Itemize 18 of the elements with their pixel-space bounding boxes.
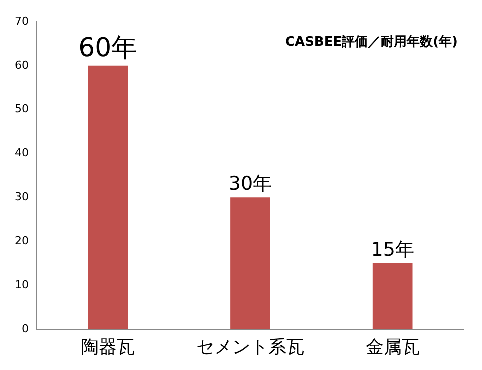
x-tick-label: 陶器瓦 [81,336,136,358]
x-tick-label: セメント系瓦 [196,336,304,358]
data-label: 30年 [228,173,272,196]
y-tick-label: 30 [14,190,29,204]
text: CASBEE評価／耐用年数(年) [285,34,458,50]
y-tick-label: 10 [14,278,29,292]
bar [230,198,270,330]
y-tick-label: 20 [14,234,29,248]
y-tick-label: 50 [14,102,29,116]
y-tick-label: 40 [14,146,29,160]
y-tick-label: 60 [14,58,29,72]
data-label: 60年 [78,34,138,64]
y-tick-label: 0 [22,322,29,336]
bar [88,66,128,330]
data-label: 15年 [371,238,414,261]
x-tick-label: 金属瓦 [366,336,420,358]
y-tick-label: 70 [14,14,29,28]
bar [372,264,413,330]
